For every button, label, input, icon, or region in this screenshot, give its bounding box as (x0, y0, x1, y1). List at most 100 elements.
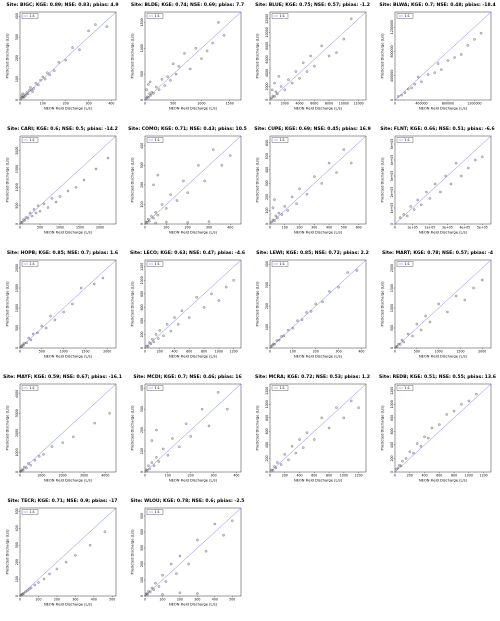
legend-box (271, 13, 289, 19)
data-point (178, 554, 182, 558)
data-point (26, 589, 29, 592)
data-point (26, 216, 30, 220)
x-tick-label: 2000 (96, 226, 104, 230)
data-point (440, 68, 443, 71)
y-tick-label: 1500 (140, 18, 144, 26)
data-point (271, 206, 275, 209)
x-tick-label: 200 (407, 474, 413, 478)
legend-label: 1:1 (405, 262, 410, 266)
chart-title: Site: LEWI; KGE: 0.85; NSE: 0.72; pbias:… (256, 250, 369, 256)
one-to-one-line (144, 259, 242, 349)
y-tick-label: 2000 (390, 264, 394, 272)
x-axis-label: NEON Field Discharge (L/s) (419, 355, 468, 359)
data-point (32, 208, 36, 211)
legend-box (21, 261, 39, 267)
data-point (437, 302, 440, 306)
data-point (71, 302, 74, 306)
data-point (350, 161, 353, 165)
data-point (454, 294, 458, 298)
legend-box (146, 509, 164, 515)
data-point (161, 573, 164, 577)
x-tick-label: 6000 (310, 102, 318, 106)
data-point (33, 459, 37, 462)
data-point (155, 428, 158, 432)
plot-frame (269, 11, 367, 101)
data-point (305, 70, 309, 73)
x-axis-label: NEON Field Discharge (L/s) (44, 603, 93, 607)
data-point (446, 59, 450, 62)
data-point (154, 581, 157, 585)
data-point (213, 522, 217, 526)
data-point (37, 83, 40, 87)
x-tick-label: 300 (72, 598, 78, 602)
data-point (155, 85, 158, 89)
legend-box (21, 137, 39, 143)
data-point (298, 77, 301, 80)
data-point (277, 211, 281, 215)
data-point (395, 468, 398, 471)
x-tick-label: 1200 (480, 474, 488, 478)
data-point (149, 590, 152, 594)
x-tick-label: 10000 (339, 102, 349, 106)
plot-frame (269, 135, 367, 225)
data-point (210, 292, 213, 296)
data-point (152, 92, 155, 95)
x-tick-label: 200 (63, 102, 69, 106)
chart-title: Site: REDB; KGE: 0.51; NSE: 0.55; pbias:… (379, 374, 496, 380)
y-tick-label: 6000 (265, 55, 269, 63)
data-point (287, 458, 290, 462)
y-tick-label: 300 (140, 545, 144, 551)
data-point (39, 78, 42, 82)
data-point (205, 49, 209, 53)
x-tick-label: 600 (311, 474, 317, 478)
data-point (31, 332, 35, 336)
y-tick-label: 0 (15, 347, 19, 349)
x-axis-label: NEON Field Discharge (L/s) (419, 479, 468, 483)
data-point (23, 341, 26, 345)
plot-frame (19, 383, 117, 473)
data-point (152, 464, 156, 467)
data-point (19, 345, 23, 349)
data-point (200, 407, 204, 411)
x-tick-label: 4000 (101, 474, 109, 478)
data-point (404, 457, 408, 460)
one-to-one-line (19, 383, 117, 473)
x-tick-label: 1000 (215, 350, 223, 354)
y-tick-label: 200 (140, 427, 144, 433)
data-point (279, 85, 283, 88)
data-point (407, 87, 410, 91)
y-tick-label: 3e+05 (390, 171, 394, 182)
x-tick-label: 500 (109, 598, 115, 602)
chart-svg-5: Site: COMO; KGE: 0.71; NSE: 0.43; pbias:… (128, 126, 247, 235)
x-tick-label: 0 (144, 102, 146, 106)
data-point (415, 442, 419, 445)
x-tick-label: 0 (394, 350, 396, 354)
x-axis-label: NEON Field Discharge (L/s) (44, 355, 93, 359)
x-tick-label: 500 (39, 350, 45, 354)
data-point (108, 412, 111, 415)
y-tick-label: 600 (390, 428, 394, 434)
x-tick-label: 400000 (415, 102, 427, 106)
data-point (403, 91, 407, 94)
chart-title: Site: BLWA; KGE: 0.7; NSE: 0.48; pbias: … (379, 2, 495, 8)
data-point (279, 463, 283, 466)
data-point (420, 80, 423, 84)
data-point (147, 83, 150, 86)
data-point (222, 34, 226, 37)
data-point (58, 195, 62, 198)
x-axis-label: NEON Field Discharge (L/s) (169, 231, 218, 235)
x-tick-label: 400 (296, 474, 302, 478)
plot-frame (394, 383, 492, 473)
legend-label: 1:1 (280, 262, 285, 266)
x-tick-label: 12000 (354, 102, 364, 106)
data-point (150, 586, 154, 590)
data-point (424, 314, 427, 318)
y-axis-label: Predicted Discharge (L/s) (256, 281, 260, 327)
legend-label: 1:1 (405, 386, 410, 390)
data-point (275, 339, 279, 342)
plot-frame (144, 383, 242, 473)
data-point (54, 200, 58, 204)
x-tick-label: 0 (394, 102, 396, 106)
data-point (413, 82, 417, 86)
chart-title: Site: CUPE; KGE: 0.69; NSE: 0.45; pbias:… (254, 126, 371, 132)
